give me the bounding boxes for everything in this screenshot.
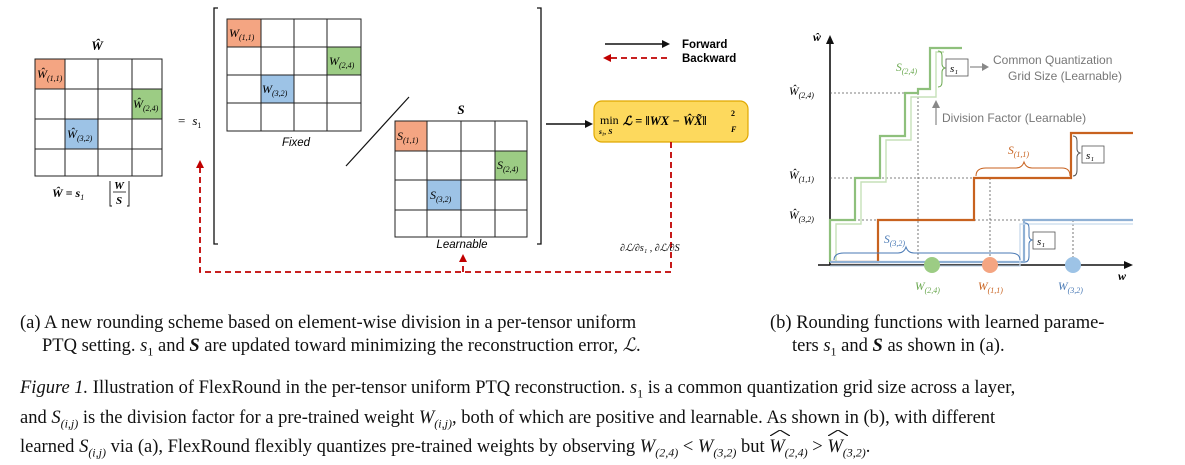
- caption-a: (a) A new rounding scheme based on eleme…: [20, 313, 641, 359]
- learnable-cell-32: S(3,2): [430, 188, 452, 204]
- gradient-label: ∂ℒ/∂s₁ , ∂ℒ/∂S: [620, 243, 680, 254]
- x-point-11: W(1,1): [978, 281, 1003, 295]
- staircase-blue: [830, 218, 1133, 264]
- staircase-orange: [830, 131, 1133, 264]
- point-w11: [982, 257, 998, 273]
- what-grid: Ŵ(1,1) Ŵ(2,4) Ŵ(3,2): [34, 58, 163, 177]
- legend-forward: Forward: [682, 39, 727, 51]
- svg-text:Ŵ = s1: Ŵ = s1: [52, 186, 84, 202]
- right-bracket: [537, 7, 542, 245]
- what-cell-11: Ŵ(1,1): [37, 67, 63, 83]
- what-cell-32: Ŵ(3,2): [67, 127, 93, 143]
- y-tick-32: Ŵ(3,2): [789, 208, 814, 224]
- backward-arrowhead-s1: [196, 160, 204, 168]
- fixed-cell-24: W(2,4): [329, 54, 355, 70]
- x-point-32: W(3,2): [1058, 281, 1083, 295]
- y-tick-24: Ŵ(2,4): [789, 84, 814, 100]
- fixed-label: Fixed: [282, 137, 311, 149]
- s1-box-top: [945, 58, 969, 77]
- what-matrix-title: Ŵ: [91, 38, 104, 53]
- panel-a: Ŵ Ŵ(1,1) Ŵ(2,4) Ŵ(3,2) Ŵ = s1 W S: [34, 7, 749, 273]
- backward-arrowhead-s: [459, 254, 467, 262]
- svg-text:s₁: s₁: [1037, 236, 1045, 248]
- y-tick-11: Ŵ(1,1): [789, 168, 814, 184]
- learnable-grid: S(1,1) S(2,4) S(3,2): [394, 120, 528, 238]
- svg-text:min: min: [600, 113, 619, 127]
- s-matrix-title: S: [457, 102, 464, 117]
- x-axis-label: w: [1118, 269, 1127, 283]
- s24-label: S(2,4): [896, 62, 917, 76]
- svg-text:2: 2: [731, 109, 735, 118]
- staircase-green: [828, 46, 962, 262]
- common-grid-label-1: Common Quantization: [993, 53, 1112, 67]
- svg-text:s₁: s₁: [1086, 150, 1094, 162]
- figure-canvas: Ŵ Ŵ(1,1) Ŵ(2,4) Ŵ(3,2) Ŵ = s1 W S: [34, 7, 1133, 295]
- panel-b: ŵ w Ŵ(2,4) Ŵ(1,1) Ŵ(3,2) W(2,4) W(1,…: [789, 30, 1133, 295]
- common-grid-label-2: Grid Size (Learnable): [1008, 69, 1122, 83]
- left-bracket: [213, 7, 218, 245]
- s32-label: S(3,2): [884, 234, 905, 248]
- loss-box: min s₁, S ℒ = ‖WX − ŴX̃‖ 2 F: [593, 100, 749, 143]
- svg-text:s₁, S: s₁, S: [598, 127, 612, 136]
- learnable-label: Learnable: [436, 239, 487, 251]
- fixed-cell-32: W(3,2): [262, 82, 288, 98]
- backward-path: [199, 142, 672, 273]
- s11-label: S(1,1): [1008, 145, 1029, 159]
- svg-text:ℒ = ‖WX − ŴX̃‖: ℒ = ‖WX − ŴX̃‖: [623, 114, 707, 128]
- caption-b: (b) Rounding functions with learned para…: [770, 313, 1105, 359]
- figure-label: Figure 1.: [20, 378, 89, 398]
- fixed-cell-11: W(1,1): [229, 26, 255, 42]
- s1-box-mid: [1081, 145, 1105, 164]
- y-axis-label: ŵ: [812, 30, 821, 44]
- svg-text:s₁: s₁: [950, 63, 958, 75]
- x-point-24: W(2,4): [915, 281, 940, 295]
- legend: Forward Backward: [603, 39, 736, 65]
- division-slash: [345, 96, 410, 167]
- division-factor-label: Division Factor (Learnable): [942, 111, 1086, 125]
- what-cell-24: Ŵ(2,4): [133, 97, 159, 113]
- fixed-grid: W(1,1) W(2,4) W(3,2): [226, 18, 362, 132]
- svg-text:W: W: [114, 180, 125, 192]
- svg-text:S: S: [116, 195, 122, 207]
- point-w32: [1065, 257, 1081, 273]
- legend-backward: Backward: [682, 53, 736, 65]
- svg-text:F: F: [730, 125, 737, 134]
- what-formula: Ŵ = s1 W S: [52, 180, 130, 207]
- learnable-cell-24: S(2,4): [497, 158, 519, 174]
- learnable-cell-11: S(1,1): [397, 129, 419, 145]
- point-w24: [924, 257, 940, 273]
- equals-s1: = s1: [178, 113, 201, 130]
- figure-caption: Figure 1. Illustration of FlexRound in t…: [20, 378, 1016, 461]
- s1-box-low: [1032, 231, 1056, 250]
